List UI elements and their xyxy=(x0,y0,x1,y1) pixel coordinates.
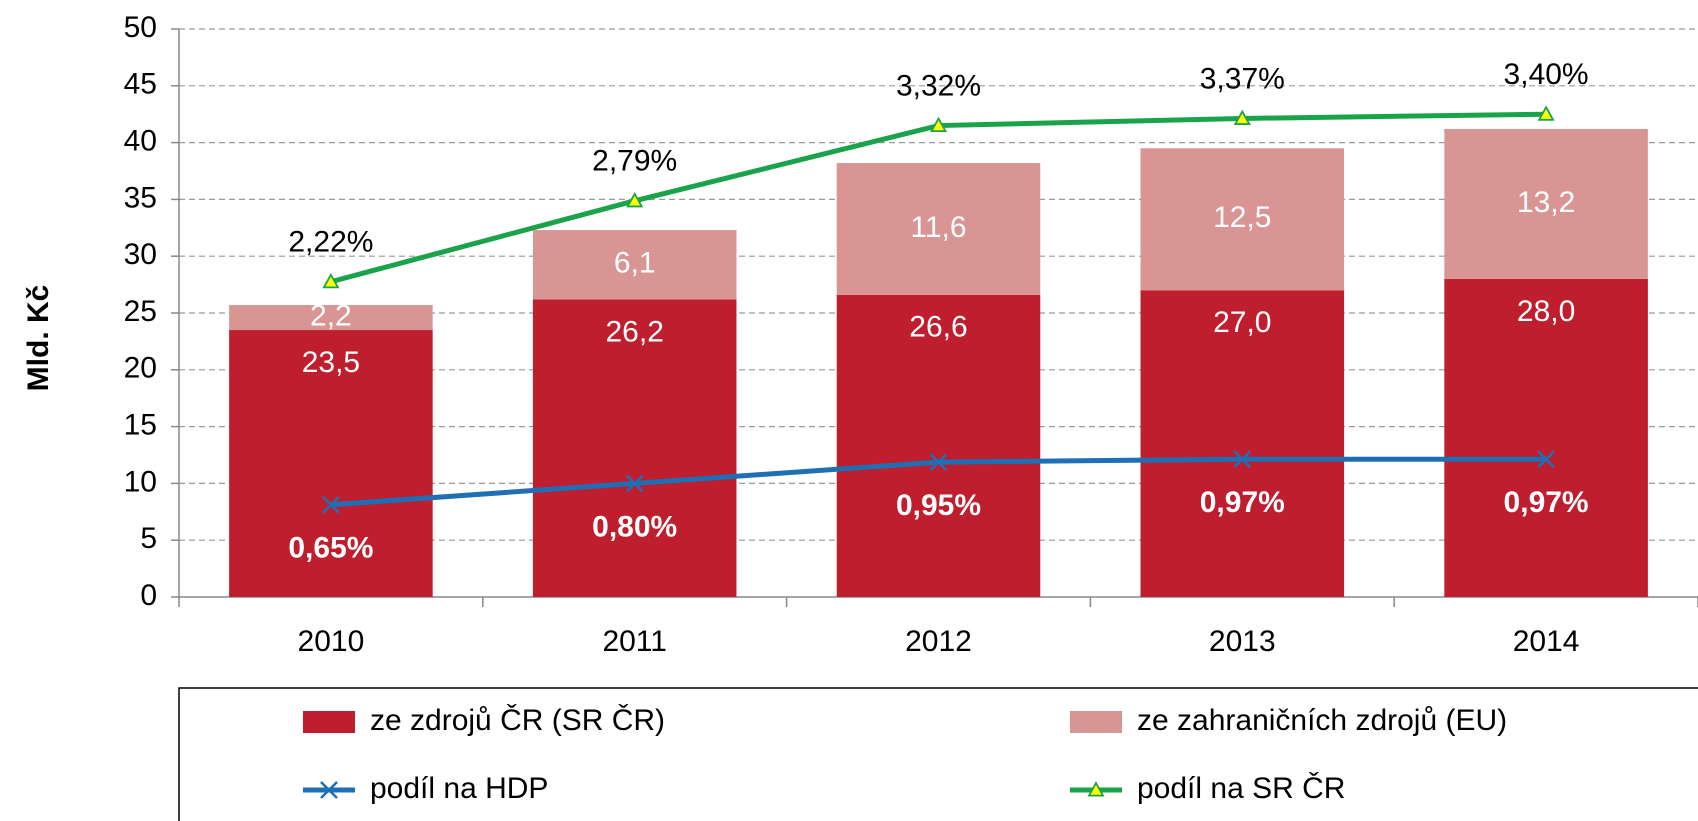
bar-value-label: 12,5 xyxy=(1213,201,1271,234)
y-tick-label: 40 xyxy=(124,125,157,158)
legend-label: podíl na HDP xyxy=(370,772,548,805)
line-value-label: 0,65% xyxy=(288,532,373,565)
legend-marker xyxy=(1087,781,1105,797)
line-value-label: 3,37% xyxy=(1200,62,1285,95)
bar-value-label: 11,6 xyxy=(910,211,966,244)
line-value-label: 2,79% xyxy=(592,145,677,178)
marker xyxy=(322,272,340,289)
bar xyxy=(1444,128,1648,279)
y-tick-label: 45 xyxy=(124,68,157,101)
y-tick-label: 35 xyxy=(124,181,157,214)
y-tick-label: 30 xyxy=(124,238,157,271)
legend-marker xyxy=(320,781,338,799)
y-tick-label: 25 xyxy=(124,295,157,328)
x-tick-label: 2014 xyxy=(1513,625,1580,658)
y-axis-title: Mld. Kč xyxy=(22,285,55,392)
legend-swatch xyxy=(1070,711,1122,733)
marker xyxy=(625,474,644,493)
bar-value-label: 26,6 xyxy=(909,311,967,344)
line-value-label: 0,95% xyxy=(896,489,981,522)
legend-label: podíl na SR ČR xyxy=(1137,771,1345,805)
y-tick-label: 5 xyxy=(140,522,157,555)
legend-box xyxy=(178,687,1698,821)
bar-value-label: 6,1 xyxy=(614,247,656,280)
line-value-label: 2,22% xyxy=(288,226,373,259)
line-value-label: 3,40% xyxy=(1504,58,1589,91)
y-tick-label: 0 xyxy=(140,579,157,612)
y-tick-label: 10 xyxy=(124,465,157,498)
bar xyxy=(1140,290,1345,597)
marker xyxy=(1233,109,1251,125)
y-tick-label: 20 xyxy=(124,352,157,385)
marker xyxy=(1537,105,1555,121)
line-value-label: 0,97% xyxy=(1200,486,1285,519)
bar-value-label: 28,0 xyxy=(1517,295,1575,328)
marker xyxy=(626,191,644,208)
x-tick-label: 2013 xyxy=(1209,625,1276,658)
marker xyxy=(929,453,948,471)
x-tick-label: 2011 xyxy=(602,625,667,658)
bar xyxy=(532,230,737,300)
bar-value-label: 26,2 xyxy=(606,315,664,348)
marker xyxy=(1233,450,1252,469)
x-tick-label: 2012 xyxy=(905,625,972,658)
bar xyxy=(836,163,1041,295)
line-value-label: 0,80% xyxy=(592,510,677,543)
line-value-label: 0,97% xyxy=(1504,486,1589,519)
marker xyxy=(1537,450,1555,469)
bar-value-label: 13,2 xyxy=(1517,186,1575,219)
bar xyxy=(1444,278,1648,597)
legend-swatch xyxy=(303,711,355,733)
legend-label: ze zdrojů ČR (SR ČR) xyxy=(370,703,665,737)
legend-label: ze zahraničních zdrojů (EU) xyxy=(1137,704,1507,737)
y-tick-label: 50 xyxy=(124,11,157,44)
bar xyxy=(229,330,433,597)
x-tick-label: 2010 xyxy=(298,625,365,658)
line-value-label: 3,32% xyxy=(896,69,981,102)
bar-value-label: 2,2 xyxy=(310,299,352,332)
bar xyxy=(532,299,737,597)
marker xyxy=(322,495,340,514)
bar-value-label: 23,5 xyxy=(302,346,360,379)
bar xyxy=(1140,148,1345,291)
y-tick-label: 15 xyxy=(124,409,157,442)
marker xyxy=(929,116,948,133)
bar-value-label: 27,0 xyxy=(1213,306,1271,339)
bar xyxy=(836,294,1041,597)
bar xyxy=(229,305,433,331)
